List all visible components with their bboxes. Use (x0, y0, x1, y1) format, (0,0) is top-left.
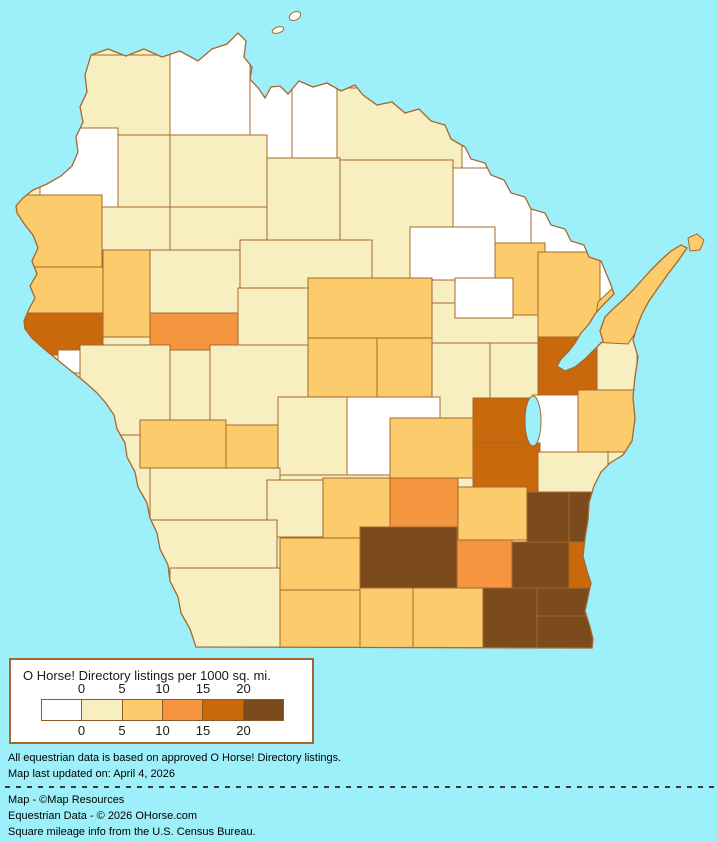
county-racine[interactable]: Racine (536, 587, 600, 617)
county-eau-claire[interactable]: Eau Claire (149, 312, 239, 351)
county-oconto[interactable]: Oconto (537, 251, 601, 338)
county-lincoln[interactable]: Lincoln (409, 226, 496, 281)
lake-winnebago (524, 395, 542, 447)
county-washburn[interactable]: Washburn (117, 134, 171, 208)
apostle-island-1 (288, 10, 302, 22)
legend-swatch-5 (243, 700, 283, 720)
county-sawyer[interactable]: Sawyer (169, 134, 268, 208)
dashed-divider (5, 786, 715, 788)
county-winnebago[interactable]: Winnebago (472, 397, 534, 444)
county-milwaukee[interactable]: Milwaukee (568, 541, 594, 589)
county-iron[interactable]: Iron (291, 77, 338, 171)
legend-tick-5: 5 (118, 723, 126, 738)
legend-swatch-3 (162, 700, 204, 720)
legend-swatch-0 (42, 700, 83, 720)
county-green[interactable]: Green (359, 587, 414, 648)
apostle-island-2 (271, 26, 285, 34)
county-rock[interactable]: Rock (412, 587, 484, 648)
county-vernon[interactable]: Vernon (149, 467, 281, 521)
county-brown[interactable]: Brown (537, 336, 598, 396)
county-jefferson[interactable]: Jefferson (456, 539, 513, 589)
county-dunn[interactable]: Dunn (102, 249, 151, 338)
county-wood[interactable]: Wood (307, 337, 378, 398)
legend-tick-10: 10 (155, 681, 170, 696)
legend-color-bar (41, 699, 284, 721)
county-door[interactable]: Door (591, 239, 700, 345)
county-barron[interactable]: Barron (101, 206, 171, 251)
state-outline (15, 32, 688, 649)
legend-tick-10: 10 (155, 723, 170, 738)
footnote-last-updated: Map last updated on: April 4, 2026 (8, 768, 175, 780)
county-kewaunee[interactable]: Kewaunee (596, 336, 638, 391)
county-dane[interactable]: Dane (359, 526, 458, 589)
legend-tick-15: 15 (195, 723, 211, 738)
county-lafayette[interactable]: Lafayette (279, 589, 361, 648)
county-crawford[interactable]: Crawford (149, 519, 278, 573)
legend-tick-0: 0 (77, 681, 86, 696)
footnote-census-credit: Square mileage info from the U.S. Census… (8, 826, 256, 838)
county-dodge[interactable]: Dodge (457, 486, 528, 541)
county-florence[interactable]: Florence (461, 122, 533, 176)
county-walworth[interactable]: Walworth (482, 587, 538, 648)
county-waukesha[interactable]: Waukesha (511, 541, 570, 589)
county-douglas[interactable]: Douglas (74, 54, 171, 138)
legend-tick-20: 20 (236, 723, 251, 738)
legend-swatch-2 (122, 700, 163, 720)
legend-tick-20: 20 (236, 681, 251, 696)
footnote-map-credit: Map - ©Map Resources (8, 794, 125, 806)
legend-swatch-1 (82, 700, 123, 720)
county-grant[interactable]: Grant (169, 567, 281, 648)
legend-tick-0: 0 (77, 723, 86, 738)
county-menominee[interactable]: Menominee (454, 277, 514, 319)
county-marathon[interactable]: Marathon (307, 277, 433, 339)
footnote-data-credit: Equestrian Data - © 2026 OHorse.com (8, 810, 198, 822)
county-columbia[interactable]: Columbia (389, 477, 459, 528)
county-polk[interactable]: Polk (15, 194, 103, 268)
legend-box: O Horse! Directory listings per 1000 sq.… (9, 658, 314, 744)
county-fond-du-lac[interactable]: Fond du Lac (472, 442, 541, 493)
county-sheboygan[interactable]: Sheboygan (537, 451, 609, 493)
county-manitowoc[interactable]: Manitowoc (577, 389, 639, 453)
county-la-crosse[interactable]: La Crosse (139, 419, 227, 469)
county-st-croix[interactable]: St. Croix (15, 266, 104, 314)
footnote-data-disclaimer: All equestrian data is based on approved… (8, 752, 342, 764)
county-outagamie[interactable]: Outagamie (489, 342, 539, 399)
legend-title: O Horse! Directory listings per 1000 sq.… (23, 668, 271, 683)
legend-swatch-4 (203, 700, 244, 720)
legend-tick-5: 5 (118, 681, 126, 696)
county-waushara[interactable]: Waushara (389, 417, 474, 479)
county-juneau[interactable]: Juneau (277, 396, 348, 476)
county-chippewa[interactable]: Chippewa (147, 249, 241, 314)
legend-tick-15: 15 (195, 681, 211, 696)
washington-island (687, 233, 705, 252)
county-monroe[interactable]: Monroe (225, 424, 279, 476)
county-iowa[interactable]: Iowa (279, 537, 361, 591)
county-price[interactable]: Price (266, 157, 341, 241)
county-bayfield[interactable]: Bayfield (169, 28, 251, 138)
county-washington[interactable]: Washington (526, 491, 570, 543)
county-portage[interactable]: Portage (376, 337, 433, 398)
